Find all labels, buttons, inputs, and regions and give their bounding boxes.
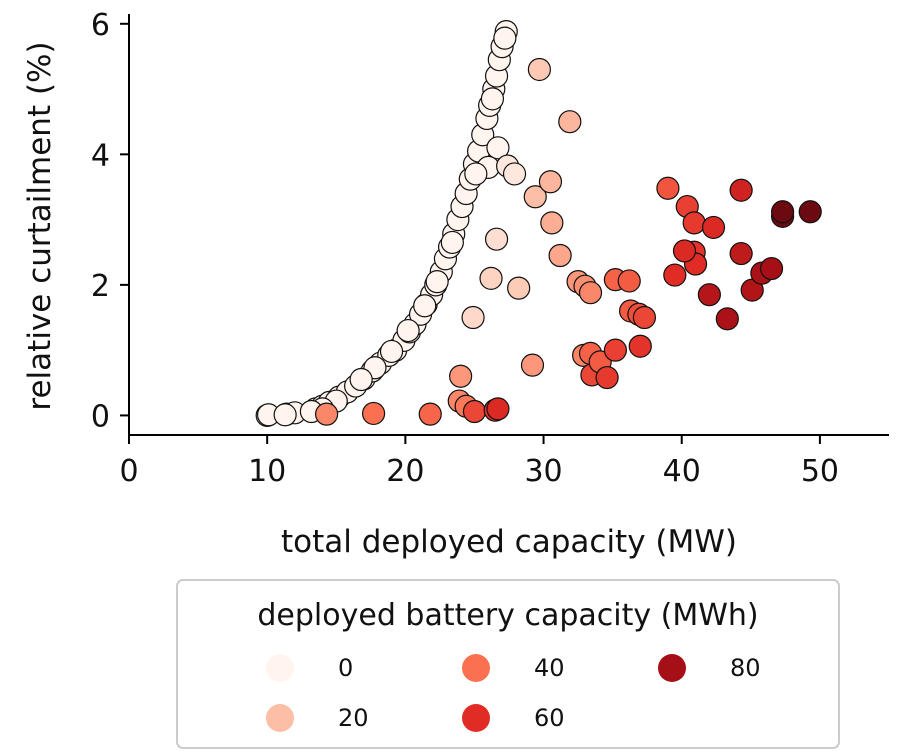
data-point (682, 211, 706, 235)
data-point (479, 266, 503, 290)
legend-label: 80 (730, 654, 761, 682)
data-point (672, 239, 697, 263)
data-point (493, 26, 517, 50)
data-points (255, 20, 822, 428)
x-tick-label: 30 (524, 454, 562, 489)
data-point (548, 243, 572, 268)
legend-title: deployed battery capacity (MWh) (257, 598, 758, 633)
data-point (349, 367, 373, 392)
y-axis-ticks: 0 2 4 6 (91, 8, 129, 434)
data-point (502, 162, 527, 186)
data-point (701, 215, 726, 240)
legend-marker (462, 654, 490, 682)
data-point (520, 353, 545, 377)
data-point (425, 270, 449, 294)
data-point (697, 283, 721, 307)
data-point (540, 211, 564, 235)
data-point (486, 397, 510, 421)
legend-marker (658, 654, 686, 682)
data-point (523, 185, 547, 209)
data-point (418, 402, 442, 426)
data-point (273, 403, 297, 427)
legend-marker (462, 704, 490, 732)
legend-marker (266, 654, 294, 682)
data-point (770, 200, 795, 224)
data-point (486, 136, 510, 160)
data-point (617, 269, 641, 293)
data-point (632, 305, 657, 330)
data-point (480, 87, 505, 111)
data-point (449, 364, 473, 388)
legend-marker (266, 704, 294, 732)
y-tick-label: 2 (91, 269, 110, 304)
legend-label: 20 (338, 704, 369, 732)
data-point (379, 339, 404, 364)
data-point (663, 263, 687, 287)
data-point (464, 162, 488, 186)
x-tick-label: 10 (248, 454, 286, 489)
x-axis-ticks: 0 10 20 30 40 50 (119, 435, 839, 489)
data-point (656, 176, 680, 200)
legend: deployed battery capacity (MWh) 0 20 40 60 8… (176, 579, 840, 749)
data-point (461, 305, 485, 330)
data-point (603, 338, 628, 362)
x-tick-label: 40 (663, 454, 701, 489)
y-tick-label: 4 (91, 138, 110, 173)
data-point (527, 57, 552, 82)
data-point (628, 334, 652, 358)
data-point (798, 200, 822, 224)
data-point (396, 318, 420, 343)
data-point (361, 401, 386, 426)
data-point (507, 276, 531, 300)
legend-label: 60 (534, 704, 565, 732)
x-tick-label: 0 (119, 454, 138, 489)
data-point (538, 170, 563, 194)
x-tick-label: 20 (386, 454, 424, 489)
data-point (729, 178, 753, 202)
data-point (759, 256, 784, 281)
data-point (462, 399, 487, 424)
x-tick-label: 50 (801, 454, 839, 489)
data-point (595, 365, 619, 390)
data-point (729, 241, 753, 266)
legend-label: 0 (338, 654, 353, 682)
y-tick-label: 0 (91, 399, 110, 434)
data-point (558, 110, 582, 134)
data-point (315, 402, 339, 426)
legend-frame (176, 579, 840, 749)
data-point (578, 281, 603, 305)
data-point (715, 307, 739, 331)
data-point (484, 227, 509, 251)
legend-label: 40 (534, 654, 565, 682)
y-tick-label: 6 (91, 8, 110, 43)
x-axis-title: total deployed capacity (MW) (281, 524, 737, 560)
y-axis-title: relative curtailment (%) (22, 41, 58, 410)
legend-entries: 0 20 40 60 80 (266, 654, 761, 732)
data-point (413, 294, 437, 318)
data-point (440, 230, 464, 255)
